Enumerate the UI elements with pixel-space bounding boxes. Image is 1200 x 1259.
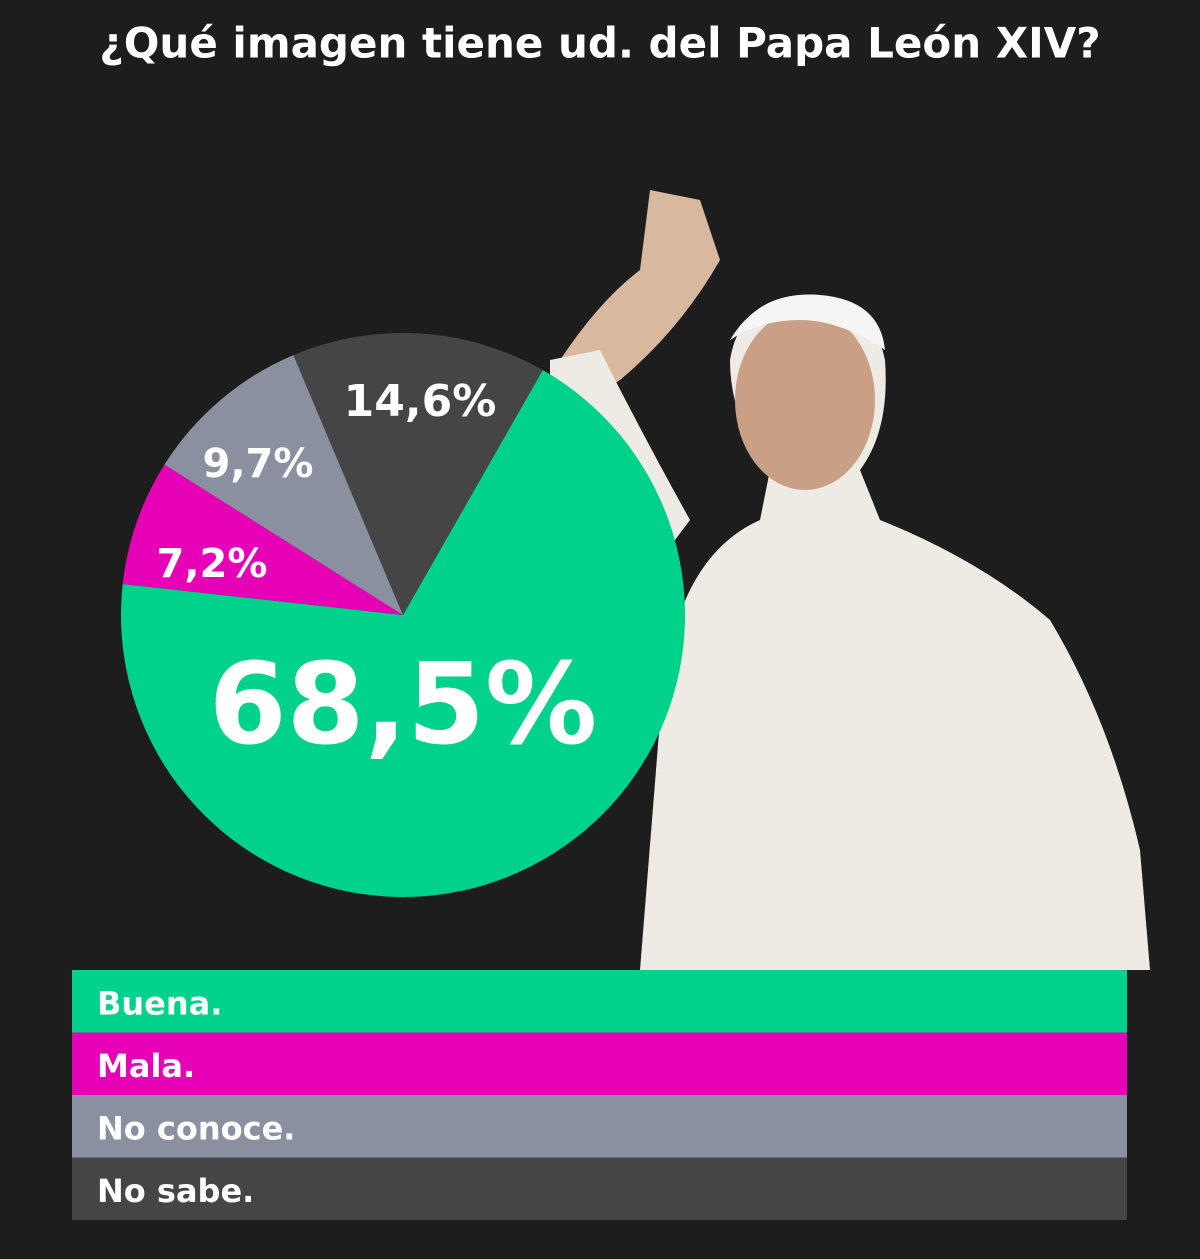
legend-label: Mala.	[97, 1047, 195, 1085]
legend-label: No sabe.	[97, 1172, 254, 1210]
pie-slice	[121, 370, 685, 897]
value-label: 14,6%	[344, 376, 497, 427]
pie-slice	[122, 464, 404, 615]
value-label: 7,2%	[157, 541, 268, 587]
pie-slice	[164, 355, 403, 615]
legend-swatch	[72, 1095, 1127, 1158]
legend-label: No conoce.	[97, 1109, 295, 1147]
legend-swatch	[72, 1157, 1127, 1220]
legend-swatch	[72, 1032, 1127, 1095]
pie-slice	[293, 333, 543, 615]
value-label: 68,5%	[209, 640, 598, 770]
chart-title: ¿Qué imagen tiene ud. del Papa León XIV?	[99, 19, 1100, 68]
value-label: 9,7%	[203, 441, 314, 487]
legend-label: Buena.	[97, 984, 222, 1022]
legend-swatch	[72, 970, 1127, 1033]
